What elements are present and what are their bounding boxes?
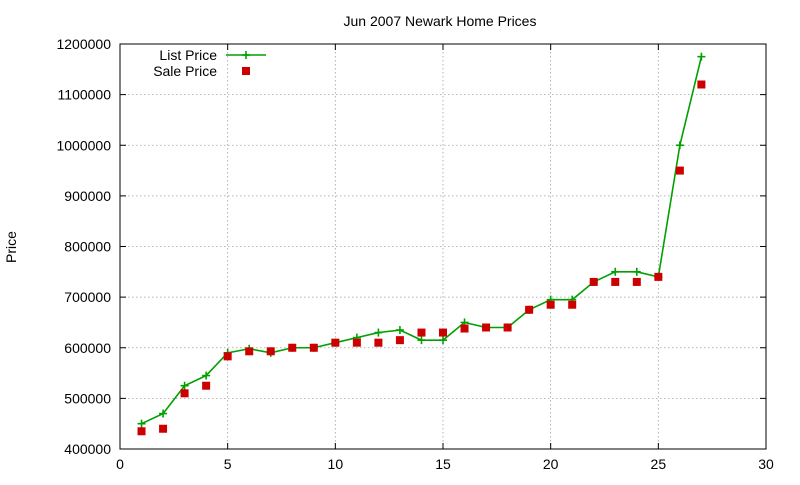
x-tick-label: 25 — [651, 456, 667, 472]
sale-price-point — [331, 338, 340, 347]
sale-price-point — [352, 338, 361, 347]
x-tick-label: 15 — [435, 456, 451, 472]
y-axis-label: Price — [3, 231, 19, 263]
sale-price-point — [309, 343, 318, 352]
list-price-point — [202, 371, 211, 380]
sale-price-point — [288, 343, 297, 352]
plot-area-border — [119, 43, 767, 450]
sale-price-point — [159, 424, 168, 433]
list-price-point — [395, 326, 404, 335]
y-tick-label: 700000 — [64, 289, 111, 305]
list-price-point — [632, 267, 641, 276]
legend: List Price Sale Price — [153, 47, 266, 79]
list-price-point — [159, 409, 168, 418]
sale-price-point — [223, 352, 232, 361]
legend-plus-list-price — [242, 51, 250, 59]
sale-price-point — [611, 277, 620, 286]
sale-price-point — [503, 323, 512, 332]
sale-price-point — [245, 347, 254, 356]
chart-title: Jun 2007 Newark Home Prices — [344, 13, 537, 29]
legend-label-sale-price: Sale Price — [153, 63, 217, 79]
y-tick-label: 400000 — [64, 441, 111, 457]
series-layer — [137, 52, 706, 436]
list-price-point — [374, 328, 383, 337]
list-price-point — [417, 336, 426, 345]
sale-price-point — [675, 166, 684, 175]
x-tick-label: 10 — [328, 456, 344, 472]
sale-price-point — [180, 389, 189, 398]
legend-marker-sale-price — [242, 67, 250, 75]
sale-price-point — [632, 277, 641, 286]
list-price-point — [697, 52, 706, 61]
list-price-point — [675, 141, 684, 150]
sale-price-point — [697, 80, 706, 89]
list-price-point — [611, 267, 620, 276]
legend-marker-list-price — [226, 51, 266, 59]
sale-price-point — [266, 347, 275, 356]
sale-price-point — [568, 300, 577, 309]
sale-price-point — [482, 323, 491, 332]
grid — [120, 44, 766, 449]
y-tick-label: 1200000 — [56, 36, 111, 52]
sale-price-point — [439, 328, 447, 337]
legend-square-sale-price — [242, 67, 250, 75]
sale-price-point — [525, 305, 534, 314]
y-tick-label: 1000000 — [56, 137, 111, 153]
sale-price-point — [460, 324, 469, 333]
legend-label-list-price: List Price — [159, 47, 217, 63]
sale-price-point — [395, 336, 404, 345]
y-tick-label: 500000 — [64, 390, 111, 406]
sale-price-point — [546, 300, 555, 309]
list-price-point — [180, 381, 189, 390]
tick-labels: 0 5 10 15 20 25 30 400000 500000 600000 700000 8000… — [56, 36, 774, 472]
x-tick-label: 5 — [224, 456, 232, 472]
y-tick-label: 900000 — [64, 188, 111, 204]
x-tick-label: 30 — [758, 456, 774, 472]
list-price-point — [439, 336, 447, 345]
sale-price-point — [137, 427, 146, 436]
sale-price-point — [654, 272, 663, 281]
sale-price-point — [589, 277, 598, 286]
y-tick-label: 600000 — [64, 340, 111, 356]
sale-price-point — [417, 328, 426, 337]
y-tick-label: 1100000 — [58, 87, 112, 103]
x-tick-label: 20 — [543, 456, 559, 472]
sale-price-point — [202, 381, 211, 390]
y-tick-label: 800000 — [64, 239, 111, 255]
list-price-line — [141, 56, 703, 425]
sale-price-point — [374, 338, 383, 347]
x-tick-label: 0 — [116, 456, 124, 472]
list-price-point — [137, 419, 146, 428]
